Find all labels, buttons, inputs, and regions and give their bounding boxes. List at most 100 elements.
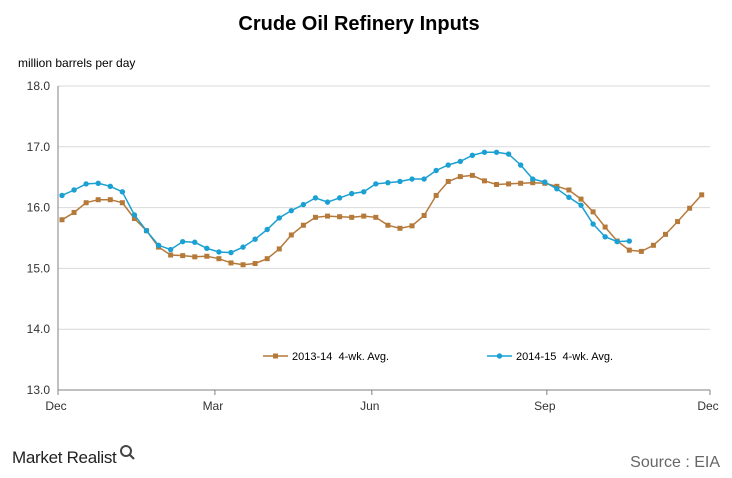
data-point (385, 222, 391, 228)
series-layer (59, 149, 705, 268)
data-point (421, 176, 427, 182)
data-point (131, 216, 137, 222)
data-point (397, 225, 403, 231)
data-point (131, 212, 138, 218)
y-tick-label: 16.0 (27, 201, 51, 215)
x-tick-label: Sep (534, 399, 556, 413)
data-point (288, 207, 295, 214)
data-point (107, 183, 113, 190)
data-point (385, 179, 391, 186)
data-point (155, 242, 162, 248)
magnifier-icon (120, 445, 135, 460)
data-point (626, 247, 632, 253)
data-point (638, 248, 644, 254)
axes: 13.0 14.0 15.0 16.0 17.0 18.0 Dec Mar Jun Sep Dec (27, 79, 719, 413)
data-point (481, 149, 488, 155)
legend: 2013-14 4-wk. Avg. 2014-15 4-wk. Avg. (263, 351, 613, 363)
data-point (445, 162, 451, 168)
data-point (264, 256, 270, 262)
data-point (240, 244, 246, 250)
data-point (252, 236, 258, 242)
y-tick-label: 18.0 (27, 79, 51, 93)
data-point (204, 253, 210, 259)
data-point (325, 213, 331, 219)
series-line (61, 151, 630, 254)
data-point (506, 181, 512, 187)
data-point (409, 223, 415, 229)
x-tick-label: Jun (360, 399, 379, 413)
data-point (409, 176, 415, 182)
data-point (216, 249, 222, 255)
data-point (494, 181, 500, 187)
data-point (192, 254, 198, 260)
data-point (240, 262, 246, 268)
data-point (469, 152, 476, 159)
data-point (143, 228, 150, 234)
data-point (602, 224, 608, 230)
logo-text: Market Realist (12, 448, 117, 467)
data-point (180, 238, 186, 245)
data-point (95, 180, 101, 186)
data-point (336, 195, 343, 201)
data-point (602, 234, 608, 240)
data-point (59, 192, 65, 199)
data-point (590, 209, 596, 215)
data-point (542, 179, 548, 185)
data-point (107, 197, 113, 203)
y-tick-label: 15.0 (27, 261, 51, 275)
data-point (300, 201, 307, 208)
data-point (83, 181, 89, 187)
data-point (300, 222, 306, 228)
data-point (373, 214, 379, 220)
data-point (180, 253, 186, 259)
data-point (517, 162, 524, 168)
data-point (312, 195, 319, 201)
source-label: Source : EIA (630, 454, 720, 471)
data-point (276, 246, 282, 252)
data-point (663, 231, 668, 237)
data-point (397, 178, 403, 185)
data-point (578, 196, 584, 202)
x-tick-label: Dec (45, 399, 66, 413)
data-point (288, 232, 294, 238)
data-point (578, 202, 584, 208)
data-point (119, 189, 126, 195)
legend-label: 2014-15 4-wk. Avg. (516, 351, 613, 363)
data-point (348, 190, 355, 197)
data-point (228, 249, 234, 256)
y-tick-label: 14.0 (27, 322, 51, 336)
legend-marker (273, 353, 278, 359)
data-point (59, 217, 65, 223)
data-point (264, 226, 270, 233)
data-point (119, 200, 125, 206)
data-point (83, 200, 89, 206)
data-point (192, 239, 198, 245)
data-point (505, 151, 512, 157)
data-point (252, 261, 258, 267)
data-point (373, 181, 379, 187)
x-tick-label: Mar (203, 399, 224, 413)
data-point (650, 242, 656, 248)
data-point (228, 260, 234, 266)
chart-title: Crude Oil Refinery Inputs (238, 13, 479, 35)
data-point (95, 197, 101, 203)
data-point (554, 186, 560, 192)
y-tick-label: 17.0 (27, 140, 51, 154)
data-point (361, 189, 367, 195)
data-point (71, 187, 77, 193)
x-tick-label: Dec (697, 399, 718, 413)
data-point (457, 158, 464, 165)
data-point (457, 174, 463, 180)
data-point (421, 213, 427, 219)
data-point (614, 238, 620, 245)
data-point (626, 238, 632, 244)
gridlines (58, 85, 710, 330)
data-point (167, 246, 174, 253)
data-point (312, 214, 318, 220)
legend-item-1: 2013-14 4-wk. Avg. (263, 351, 389, 363)
data-point (433, 192, 439, 198)
data-point (324, 199, 331, 205)
legend-label: 2013-14 4-wk. Avg. (292, 351, 389, 363)
series-line (61, 174, 703, 266)
